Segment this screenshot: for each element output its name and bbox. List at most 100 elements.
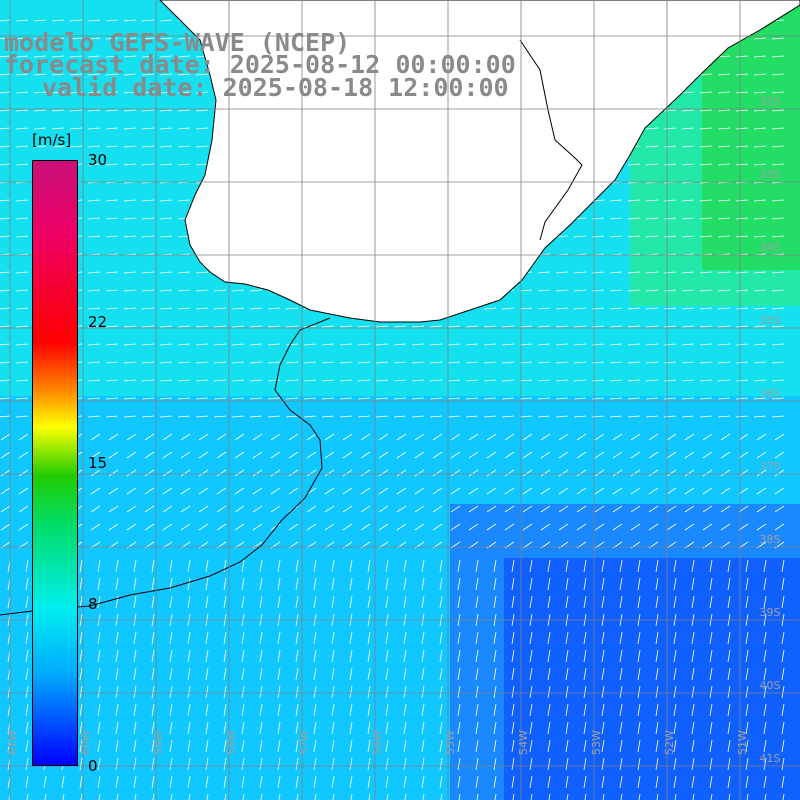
wind-arrow bbox=[609, 235, 623, 238]
wind-cell bbox=[540, 414, 558, 432]
wind-arrow bbox=[637, 757, 641, 771]
wind-arrow bbox=[666, 505, 677, 513]
wind-cell bbox=[666, 252, 684, 270]
wind-arrow bbox=[349, 775, 353, 789]
wind-arrow bbox=[717, 145, 731, 148]
wind-arrow bbox=[684, 505, 695, 513]
wind-cell bbox=[666, 414, 684, 432]
wind-arrow bbox=[198, 433, 209, 441]
wind-cell bbox=[234, 468, 252, 486]
wind-cell bbox=[684, 540, 702, 558]
wind-cell bbox=[774, 522, 792, 540]
wind-arrow bbox=[252, 433, 263, 441]
wind-cell bbox=[180, 270, 198, 288]
wind-arrow bbox=[198, 487, 209, 495]
wind-cell bbox=[180, 108, 198, 126]
wind-cell bbox=[522, 360, 540, 378]
wind-cell bbox=[720, 108, 738, 126]
wind-cell bbox=[702, 540, 720, 558]
wind-cell bbox=[414, 324, 432, 342]
wind-cell bbox=[792, 18, 800, 36]
wind-arrow bbox=[195, 127, 209, 130]
wind-cell bbox=[468, 540, 486, 558]
wind-cell bbox=[0, 234, 18, 252]
wind-cell bbox=[360, 540, 378, 558]
wind-arrow bbox=[771, 307, 785, 310]
wind-cell bbox=[540, 432, 558, 450]
wind-arrow bbox=[313, 559, 317, 573]
wind-arrow bbox=[745, 685, 749, 699]
wind-cell bbox=[630, 162, 648, 180]
wind-cell bbox=[738, 108, 756, 126]
wind-arrow bbox=[180, 451, 191, 459]
wind-cell bbox=[306, 432, 324, 450]
wind-cell bbox=[666, 324, 684, 342]
wind-cell bbox=[378, 468, 396, 486]
wind-arrow bbox=[529, 667, 533, 681]
wind-cell bbox=[612, 270, 630, 288]
wind-arrow bbox=[105, 289, 119, 292]
wind-cell bbox=[702, 306, 720, 324]
wind-cell bbox=[504, 486, 522, 504]
wind-arrow bbox=[421, 667, 425, 681]
wind-arrow bbox=[720, 505, 731, 513]
wind-arrow bbox=[501, 361, 515, 364]
wind-cell bbox=[450, 396, 468, 414]
wind-arrow bbox=[159, 361, 173, 364]
wind-arrow bbox=[159, 397, 173, 400]
wind-cell bbox=[90, 0, 108, 18]
wind-cell bbox=[792, 432, 800, 450]
wind-cell bbox=[288, 792, 306, 800]
wind-cell bbox=[126, 252, 144, 270]
wind-cell bbox=[306, 486, 324, 504]
wind-cell bbox=[522, 450, 540, 468]
wind-arrow bbox=[745, 703, 749, 717]
wind-cell bbox=[468, 522, 486, 540]
wind-cell bbox=[90, 198, 108, 216]
wind-arrow bbox=[447, 397, 461, 400]
wind-arrow bbox=[519, 397, 533, 400]
wind-arrow bbox=[493, 757, 497, 771]
wind-arrow bbox=[169, 667, 173, 681]
wind-cell bbox=[792, 360, 800, 378]
wind-arrow bbox=[375, 343, 389, 346]
wind-arrow bbox=[601, 739, 605, 753]
wind-cell bbox=[144, 414, 162, 432]
wind-arrow bbox=[205, 631, 209, 645]
coastline-interior bbox=[519, 39, 583, 241]
wind-arrow bbox=[558, 487, 569, 495]
wind-cell bbox=[774, 18, 792, 36]
wind-cell bbox=[144, 378, 162, 396]
wind-arrow bbox=[169, 703, 173, 717]
wind-cell bbox=[144, 486, 162, 504]
wind-arrow bbox=[702, 469, 713, 477]
wind-arrow bbox=[249, 379, 263, 382]
wind-arrow bbox=[573, 325, 587, 328]
wind-arrow bbox=[360, 469, 371, 477]
wind-arrow bbox=[33, 37, 47, 40]
wind-cell bbox=[720, 360, 738, 378]
wind-cell bbox=[486, 504, 504, 522]
wind-arrow bbox=[717, 55, 731, 58]
wind-arrow bbox=[450, 433, 461, 441]
wind-arrow bbox=[105, 235, 119, 238]
wind-cell bbox=[36, 18, 54, 36]
wind-arrow bbox=[717, 343, 731, 346]
wind-cell bbox=[36, 144, 54, 162]
wind-arrow bbox=[313, 577, 317, 591]
wind-arrow bbox=[396, 433, 407, 441]
wind-arrow bbox=[656, 793, 659, 800]
wind-arrow bbox=[583, 775, 587, 789]
wind-arrow bbox=[223, 577, 227, 591]
wind-arrow bbox=[699, 361, 713, 364]
wind-arrow bbox=[87, 73, 101, 76]
wind-arrow bbox=[141, 145, 155, 148]
wind-cell bbox=[486, 378, 504, 396]
wind-cell bbox=[648, 360, 666, 378]
wind-arrow bbox=[583, 577, 587, 591]
wind-arrow bbox=[540, 433, 551, 441]
wind-cell bbox=[450, 792, 468, 800]
wind-cell bbox=[288, 522, 306, 540]
wind-arrow bbox=[745, 649, 749, 663]
wind-arrow bbox=[303, 379, 317, 382]
